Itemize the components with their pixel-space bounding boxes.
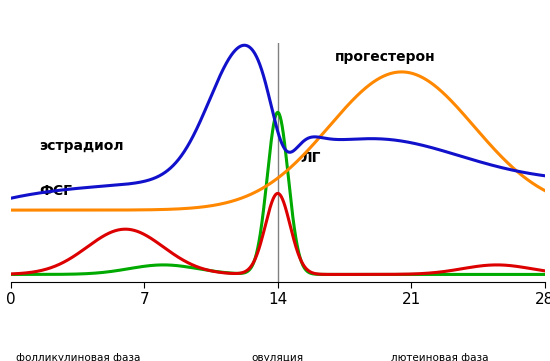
Text: ЛГ: ЛГ xyxy=(301,151,321,165)
Text: лютеиновая фаза: лютеиновая фаза xyxy=(391,353,488,361)
Text: овуляция: овуляция xyxy=(252,353,304,361)
Text: ФСГ: ФСГ xyxy=(40,184,73,198)
Text: прогестерон: прогестерон xyxy=(335,51,436,65)
Text: эстрадиол: эстрадиол xyxy=(40,139,124,153)
Text: фолликулиновая фаза: фолликулиновая фаза xyxy=(15,353,140,361)
